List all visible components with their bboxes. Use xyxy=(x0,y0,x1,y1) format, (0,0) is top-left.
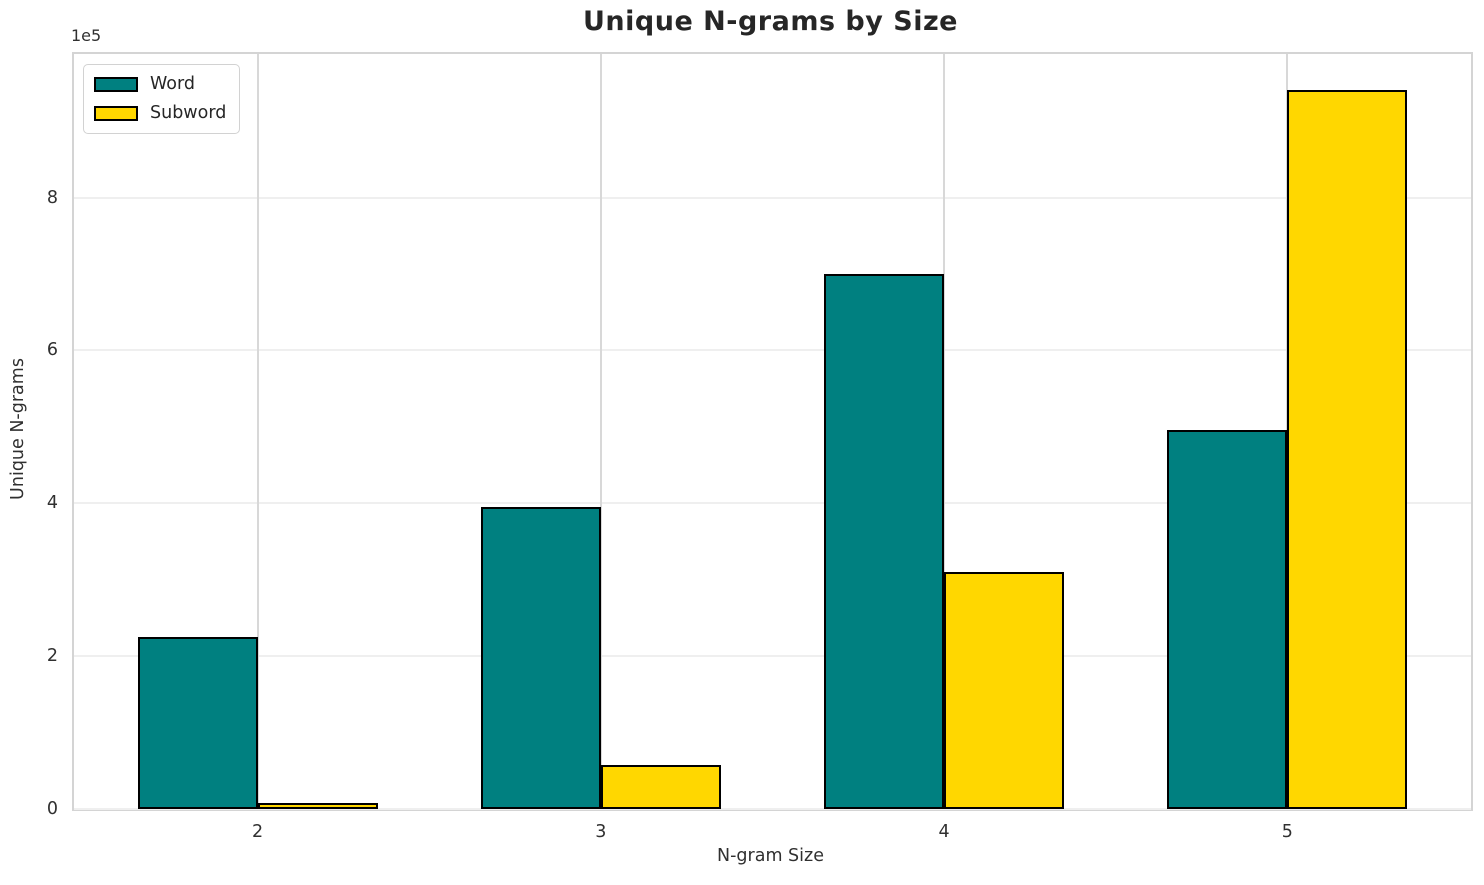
plot-area: Word Subword 0 2 4 6 8 2 3 4 5 xyxy=(47,52,1473,842)
chart-title: Unique N-grams by Size xyxy=(583,6,958,37)
legend-label-subword: Subword xyxy=(150,103,227,123)
bar-word-2 xyxy=(137,637,258,809)
y-tick-label: 6 xyxy=(46,340,58,361)
x-tick-label: 4 xyxy=(938,822,950,842)
legend-item-word: Word xyxy=(94,74,226,94)
bar-subword-2 xyxy=(257,802,378,809)
legend-swatch-word xyxy=(94,76,138,92)
bar-subword-4 xyxy=(944,572,1065,809)
x-gridline xyxy=(943,54,946,809)
y-gridline xyxy=(74,349,1471,352)
x-tick-label: 3 xyxy=(595,822,607,842)
bar-word-4 xyxy=(823,274,945,809)
y-tick-label: 2 xyxy=(46,646,58,667)
y-tick-label: 0 xyxy=(46,799,58,819)
bar-word-5 xyxy=(1167,429,1288,809)
x-tick-label: 2 xyxy=(252,822,264,842)
x-gridline xyxy=(256,54,259,809)
x-gridline xyxy=(599,54,602,809)
y-tick-label: 8 xyxy=(46,187,58,208)
bar-subword-5 xyxy=(1287,89,1408,809)
legend-item-subword: Subword xyxy=(94,103,226,123)
bar-subword-3 xyxy=(600,765,721,809)
y-gridline xyxy=(74,502,1471,505)
y-tick-label: 4 xyxy=(46,493,58,514)
legend-swatch-subword xyxy=(94,105,138,121)
y-gridline xyxy=(74,655,1471,658)
legend-label-word: Word xyxy=(150,74,195,94)
x-tick-label: 5 xyxy=(1281,822,1293,842)
y-gridline xyxy=(74,196,1471,199)
y-axis-offset-label: 1e5 xyxy=(71,26,102,45)
x-axis-label: N-gram Size xyxy=(717,846,824,866)
y-axis-label: Unique N-grams xyxy=(8,358,28,500)
y-gridline xyxy=(74,808,1471,810)
bar-word-3 xyxy=(480,507,601,809)
legend: Word Subword xyxy=(83,64,241,134)
